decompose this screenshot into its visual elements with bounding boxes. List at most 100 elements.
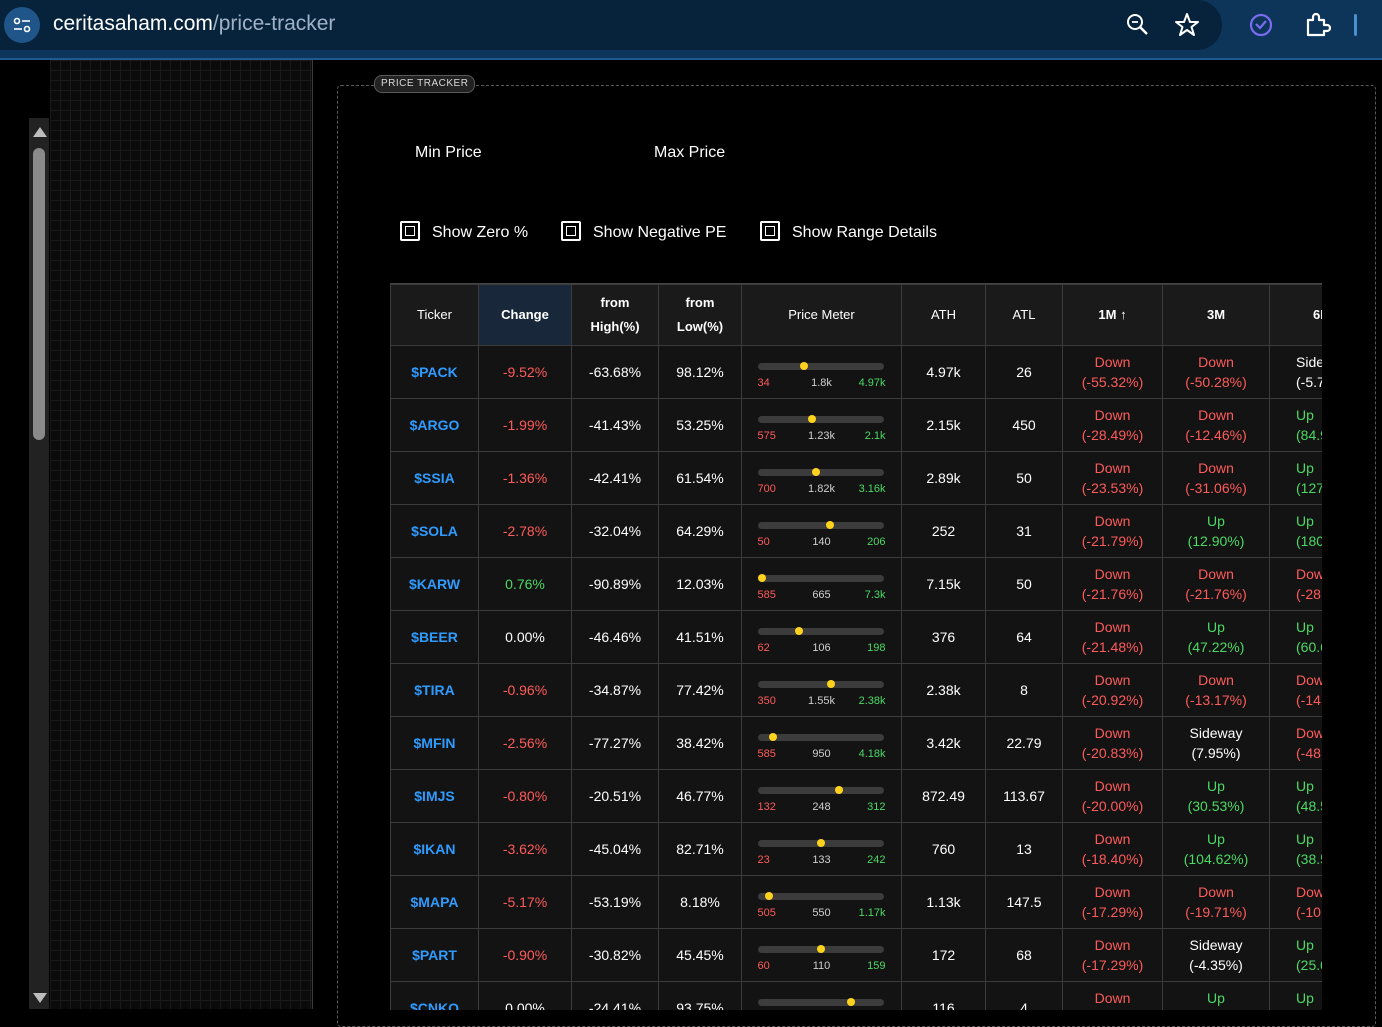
price-meter-low: 23 xyxy=(757,854,770,866)
from-high-cell: -42.41% xyxy=(571,451,659,505)
extension-clock-icon[interactable] xyxy=(1247,11,1275,39)
url-text[interactable]: ceritasaham.com/price-tracker xyxy=(53,12,335,36)
table-row[interactable]: $KARW 0.76% -90.89% 12.03% 585 665 7.3k 7.15k 50… xyxy=(390,557,1322,611)
change-cell: -5.17% xyxy=(478,875,572,929)
bookmark-star-icon[interactable] xyxy=(1173,11,1201,39)
scroll-down-arrow-icon[interactable] xyxy=(33,993,47,1003)
price-meter-cell: 350 1.55k 2.38k xyxy=(741,663,902,717)
trend-3m-pct: (-21.76%) xyxy=(1185,586,1247,602)
min-price-label[interactable]: Min Price xyxy=(415,144,482,161)
col-header-3m[interactable]: 3M xyxy=(1162,284,1270,346)
price-meter: 585 665 7.3k xyxy=(757,564,886,604)
ticker-link[interactable]: $IMJS xyxy=(390,769,479,823)
ticker-link[interactable]: $BEER xyxy=(390,610,479,664)
price-meter-high: 198 xyxy=(867,642,886,654)
table-row[interactable]: $PACK -9.52% -63.68% 98.12% 34 1.8k 4.97k 4.97k… xyxy=(390,345,1322,399)
trend-1m-cell: Down (-17.29%) xyxy=(1062,875,1163,929)
table-row[interactable]: $ARGO -1.99% -41.43% 53.25% 575 1.23k 2.1k 2.15… xyxy=(390,398,1322,452)
ticker-link[interactable]: $PACK xyxy=(390,345,479,399)
table-body: $PACK -9.52% -63.68% 98.12% 34 1.8k 4.97k 4.97k… xyxy=(390,345,1322,1010)
price-meter-high: 1.17k xyxy=(858,907,886,919)
atl-cell: 50 xyxy=(985,451,1063,505)
ticker-link[interactable]: $SSIA xyxy=(390,451,479,505)
zoom-icon[interactable] xyxy=(1124,11,1152,39)
table-row[interactable]: $SOLA -2.78% -32.04% 64.29% 50 140 206 252 31 Dow… xyxy=(390,504,1322,558)
price-meter-marker xyxy=(811,468,820,476)
trend-3m-label: Up xyxy=(1207,831,1225,847)
price-meter-low: 585 xyxy=(757,589,776,601)
trend-1m-label: Down xyxy=(1094,672,1131,688)
col-header-from-high[interactable]: from High(%) xyxy=(571,284,659,346)
site-settings-icon[interactable] xyxy=(4,7,40,43)
table-row[interactable]: $BEER 0.00% -46.46% 41.51% 62 106 198 376 64 Down… xyxy=(390,610,1322,664)
col-header-6m[interactable]: 6M xyxy=(1269,284,1322,346)
scrollbar-thumb[interactable] xyxy=(33,148,45,440)
trend-3m-label: Sideway xyxy=(1189,937,1243,953)
col-header-1m[interactable]: 1M ↑ xyxy=(1062,284,1163,346)
col-header-price-meter[interactable]: Price Meter xyxy=(741,284,902,346)
price-meter-track xyxy=(757,416,884,423)
trend-3m-pct: (7.95%) xyxy=(1191,745,1241,761)
price-meter-current: 1.8k xyxy=(811,377,832,389)
ticker-link[interactable]: $MFIN xyxy=(390,716,479,770)
scroll-up-arrow-icon[interactable] xyxy=(33,127,47,137)
show-negative-pe-label[interactable]: Show Negative PE xyxy=(593,224,727,241)
show-zero-checkbox[interactable] xyxy=(400,221,420,241)
show-zero-label[interactable]: Show Zero % xyxy=(432,224,529,241)
address-bar[interactable]: ceritasaham.com/price-tracker xyxy=(0,0,1222,50)
table-row[interactable]: $MAPA -5.17% -53.19% 8.18% 505 550 1.17k 1.13k 1… xyxy=(390,875,1322,929)
table-row[interactable]: $PART -0.90% -30.82% 45.45% 60 110 159 172 68 Dow… xyxy=(390,928,1322,982)
trend-6m-label: Up xyxy=(1296,407,1314,423)
from-low-cell: 61.54% xyxy=(658,451,742,505)
atl-cell: 13 xyxy=(985,822,1063,876)
price-table-container[interactable]: Ticker Change from High(%) from Low(%) Pri… xyxy=(390,283,1322,1010)
trend-6m-cell: Up (48.50%) xyxy=(1269,769,1322,823)
from-low-cell: 53.25% xyxy=(658,398,742,452)
from-high-cell: -30.82% xyxy=(571,928,659,982)
trend-1m-cell: Down (-23.53%) xyxy=(1062,451,1163,505)
url-path: /price-tracker xyxy=(212,12,336,35)
col-header-ath[interactable]: ATH xyxy=(901,284,986,346)
price-meter-high: 7.3k xyxy=(864,589,886,601)
col-header-from-low[interactable]: from Low(%) xyxy=(658,284,742,346)
price-meter-track xyxy=(757,893,884,900)
table-row[interactable]: $IMJS -0.80% -20.51% 46.77% 132 248 312 872.49 1… xyxy=(390,769,1322,823)
ath-cell: 2.89k xyxy=(901,451,986,505)
price-meter-current: 133 xyxy=(812,854,831,866)
ticker-link[interactable]: $PART xyxy=(390,928,479,982)
ath-cell: 116 xyxy=(901,981,986,1010)
ticker-link[interactable]: $IKAN xyxy=(390,822,479,876)
price-meter-current: 1.82k xyxy=(808,483,835,495)
table-row[interactable]: $MFIN -2.56% -77.27% 38.42% 585 950 4.18k 3.42k… xyxy=(390,716,1322,770)
ticker-link[interactable]: $TIRA xyxy=(390,663,479,717)
col-header-ticker[interactable]: Ticker xyxy=(390,284,479,346)
show-negative-pe-checkbox[interactable] xyxy=(561,221,581,241)
table-row[interactable]: $SSIA -1.36% -42.41% 61.54% 700 1.82k 3.16k 2.8… xyxy=(390,451,1322,505)
table-row[interactable]: $TIRA -0.96% -34.87% 77.42% 350 1.55k 2.38k 2.3… xyxy=(390,663,1322,717)
trend-6m-pct: (-28.40%) xyxy=(1296,586,1322,602)
trend-1m-label: Down xyxy=(1094,725,1131,741)
extensions-puzzle-icon[interactable] xyxy=(1303,11,1331,39)
ticker-link[interactable]: $ARGO xyxy=(390,398,479,452)
atl-cell: 26 xyxy=(985,345,1063,399)
show-range-details-label[interactable]: Show Range Details xyxy=(792,224,937,241)
trend-6m-cell: Sideway (-5.72%) xyxy=(1269,345,1322,399)
price-table: Ticker Change from High(%) from Low(%) Pri… xyxy=(390,284,1322,1010)
show-range-details-checkbox[interactable] xyxy=(760,221,780,241)
trend-3m-cell: Up (30.53%) xyxy=(1162,769,1270,823)
from-low-cell: 64.29% xyxy=(658,504,742,558)
max-price-label[interactable]: Max Price xyxy=(654,144,726,161)
price-meter-track xyxy=(757,628,884,635)
trend-3m-label: Up xyxy=(1207,619,1225,635)
ticker-link[interactable]: $KARW xyxy=(390,557,479,611)
col-header-atl[interactable]: ATL xyxy=(985,284,1063,346)
ticker-link[interactable]: $MAPA xyxy=(390,875,479,929)
col-header-change[interactable]: Change xyxy=(478,284,572,346)
from-high-cell: -20.51% xyxy=(571,769,659,823)
table-row[interactable]: $IKAN -3.62% -45.04% 82.71% 23 133 242 760 13 Dow… xyxy=(390,822,1322,876)
ticker-link[interactable]: $CNKO xyxy=(390,981,479,1010)
trend-1m-pct: (-55.32%) xyxy=(1081,374,1144,390)
ticker-link[interactable]: $SOLA xyxy=(390,504,479,558)
from-high-cell: -41.43% xyxy=(571,398,659,452)
